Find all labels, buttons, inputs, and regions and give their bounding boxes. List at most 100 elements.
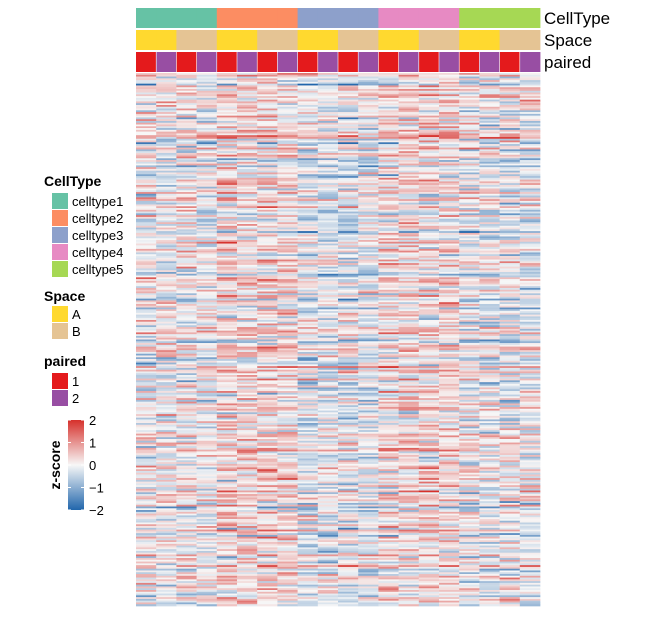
heatmap-cell xyxy=(479,291,500,294)
heatmap-cell xyxy=(479,188,500,191)
heatmap-cell xyxy=(358,145,379,148)
heatmap-cell xyxy=(499,236,521,239)
heatmap-cell xyxy=(439,486,460,490)
heatmap-cell xyxy=(237,275,258,278)
heatmap-cell xyxy=(398,346,420,349)
heatmap-cell xyxy=(439,465,460,468)
heatmap-cell xyxy=(418,74,440,77)
heatmap-cell xyxy=(439,456,460,459)
heatmap-cell xyxy=(398,430,420,433)
heatmap-body xyxy=(136,73,541,607)
heatmap-cell xyxy=(358,328,379,331)
heatmap-cell xyxy=(398,211,420,214)
heatmap-cell xyxy=(398,250,420,253)
heatmap-cell xyxy=(338,85,359,88)
heatmap-cell xyxy=(196,341,218,344)
heatmap-cell xyxy=(338,165,359,168)
heatmap-cell xyxy=(136,327,157,330)
heatmap-cell xyxy=(378,396,399,399)
heatmap-cell xyxy=(136,394,157,397)
heatmap-cell xyxy=(439,142,460,145)
heatmap-cell xyxy=(136,275,157,278)
heatmap-cell xyxy=(499,209,521,212)
heatmap-cell xyxy=(338,252,359,255)
heatmap-cell xyxy=(499,167,521,170)
heatmap-cell xyxy=(479,117,500,120)
heatmap-cell xyxy=(216,231,238,234)
heatmap-cell xyxy=(237,359,258,362)
heatmap-cell xyxy=(378,367,399,371)
heatmap-cell xyxy=(338,243,359,246)
heatmap-cell xyxy=(398,94,420,97)
heatmap-cell xyxy=(196,296,218,299)
heatmap-cell xyxy=(216,357,238,360)
heatmap-cell xyxy=(136,252,157,255)
heatmap-cell xyxy=(439,113,460,116)
heatmap-cell xyxy=(398,492,420,495)
heatmap-cell xyxy=(237,298,258,301)
heatmap-cell xyxy=(237,391,258,394)
heatmap-cell xyxy=(136,172,157,175)
heatmap-cell xyxy=(156,174,177,177)
heatmap-cell xyxy=(378,357,399,360)
heatmap-cell xyxy=(439,133,460,136)
heatmap-cell xyxy=(257,80,278,83)
heatmap-cell xyxy=(196,423,218,426)
heatmap-cell xyxy=(317,311,339,314)
heatmap-cell xyxy=(156,144,177,147)
heatmap-cell xyxy=(398,165,420,168)
heatmap-cell xyxy=(479,371,500,374)
heatmap-cell xyxy=(196,364,218,367)
heatmap-cell xyxy=(378,366,399,369)
heatmap-cell xyxy=(297,296,319,299)
heatmap-cell xyxy=(237,451,258,454)
heatmap-cell xyxy=(196,410,218,413)
heatmap-cell xyxy=(176,330,197,333)
heatmap-cell xyxy=(499,120,521,124)
heatmap-cell xyxy=(317,303,339,307)
heatmap-cell xyxy=(277,359,298,362)
heatmap-cell xyxy=(338,110,359,113)
heatmap-cell xyxy=(479,506,500,509)
heatmap-cell xyxy=(176,511,197,514)
heatmap-cell xyxy=(439,387,460,390)
heatmap-cell xyxy=(439,291,460,294)
heatmap-cell xyxy=(398,266,420,269)
heatmap-cell xyxy=(156,375,177,378)
heatmap-cell xyxy=(338,192,359,195)
heatmap-cell xyxy=(519,268,541,271)
heatmap-cell xyxy=(519,423,541,426)
heatmap-cell xyxy=(499,398,521,401)
heatmap-cell xyxy=(317,135,339,138)
heatmap-cell xyxy=(338,348,359,351)
heatmap-cell xyxy=(196,458,218,461)
heatmap-cell xyxy=(459,330,480,333)
heatmap-cell xyxy=(297,353,319,356)
heatmap-cell xyxy=(277,234,298,237)
heatmap-cell xyxy=(358,149,379,152)
heatmap-cell xyxy=(176,78,197,81)
heatmap-cell xyxy=(156,307,177,310)
heatmap-cell xyxy=(439,405,460,408)
heatmap-cell xyxy=(136,110,157,113)
heatmap-cell xyxy=(439,234,460,237)
heatmap-cell xyxy=(358,460,379,463)
heatmap-cell xyxy=(519,101,541,104)
heatmap-cell xyxy=(378,261,399,264)
heatmap-cell xyxy=(479,156,500,159)
heatmap-cell xyxy=(378,113,399,116)
heatmap-cell xyxy=(196,88,218,92)
heatmap-cell xyxy=(156,286,177,289)
heatmap-cell xyxy=(136,287,157,291)
heatmap-cell xyxy=(439,453,460,456)
heatmap-cell xyxy=(156,392,177,395)
heatmap-cell xyxy=(499,307,521,310)
heatmap-cell xyxy=(196,156,218,159)
heatmap-cell xyxy=(216,454,238,458)
heatmap-cell xyxy=(418,364,440,367)
heatmap-cell xyxy=(499,376,521,379)
heatmap-cell xyxy=(398,485,420,488)
heatmap-cell xyxy=(297,435,319,438)
heatmap-cell xyxy=(439,256,460,259)
heatmap-cell xyxy=(479,103,500,106)
